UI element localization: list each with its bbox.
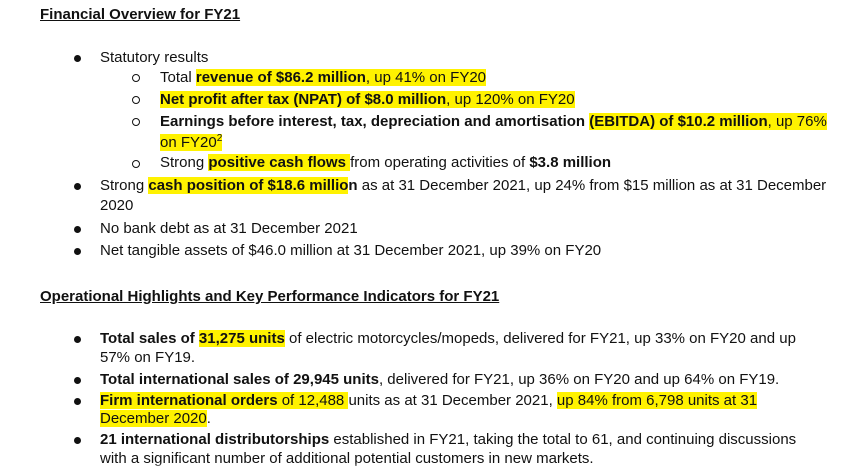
nta-line: Net tangible assets of $46.0 million at … [100,242,602,259]
npat-line: Net profit after tax (NPAT) of $8.0 mill… [160,91,575,108]
bullet-icon [74,398,81,405]
cash-flows-line: Strong positive cash flows from operatin… [160,154,612,171]
sub-bullet-icon [132,74,140,82]
ebitda-line: Earnings before interest, tax, depreciat… [160,113,827,130]
distributorships-line-2: with a significant number of additional … [100,450,594,467]
bullet-icon [74,377,81,384]
bullet-icon [74,248,81,255]
bullet-icon [74,55,81,62]
firm-orders-line: Firm international orders of 12,488 unit… [100,392,758,409]
heading-operational-highlights: Operational Highlights and Key Performan… [40,288,500,305]
cash-position-line-2: 2020 [100,197,134,214]
total-sales-line: Total sales of 31,275 units of electric … [100,330,796,347]
bottom-fade [0,463,867,471]
distributorships-line: 21 international distributorships establ… [100,431,797,448]
statutory-results: Statutory results [100,49,209,66]
firm-orders-line-2: December 2020. [100,410,211,427]
total-sales-line-2: 57% on FY19. [100,349,196,366]
heading-financial-overview: Financial Overview for FY21 [40,6,241,23]
intl-sales-line: Total international sales of 29,945 unit… [100,371,780,388]
sub-bullet-icon [132,160,140,168]
sub-bullet-icon [132,118,140,126]
ebitda-line-2: on FY202 [160,133,223,151]
bullet-icon [74,183,81,190]
cash-position-line: Strong cash position of $18.6 million as… [100,177,827,194]
bullet-icon [74,226,81,233]
revenue-line: Total revenue of $86.2 million, up 41% o… [160,69,487,86]
sub-bullet-icon [132,96,140,104]
bullet-icon [74,336,81,343]
bullet-icon [74,437,81,444]
bank-debt-line: No bank debt as at 31 December 2021 [100,220,358,237]
